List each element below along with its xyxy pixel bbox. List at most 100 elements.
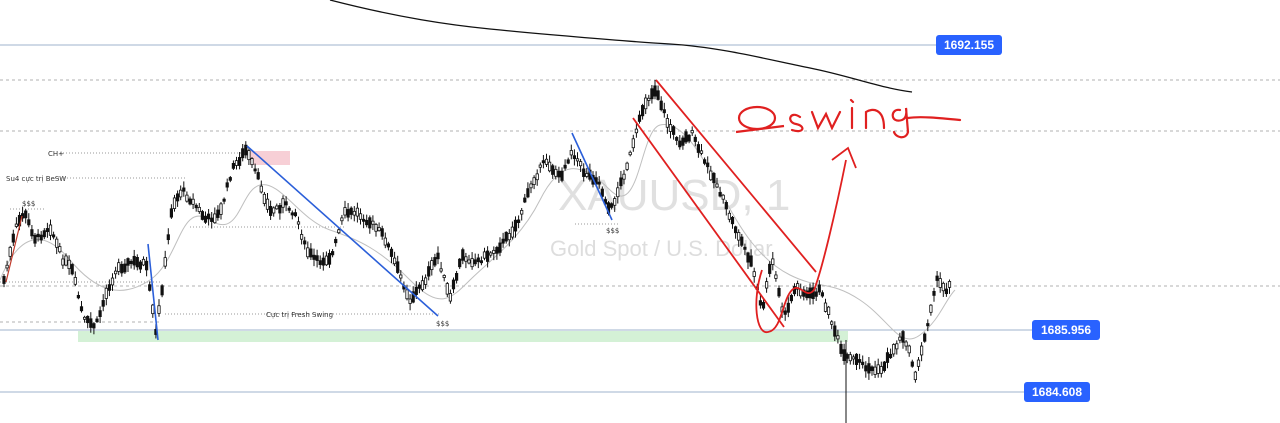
label-fresh-swing: Cực trị Fresh Swing xyxy=(266,311,333,319)
candle-body xyxy=(926,323,930,327)
demand-zone[interactable] xyxy=(78,331,848,342)
supply-zone[interactable] xyxy=(250,151,290,165)
candle-body xyxy=(306,247,310,258)
candle-body xyxy=(380,228,384,237)
candle-body xyxy=(944,288,949,295)
candle-body xyxy=(151,304,155,315)
candle-body xyxy=(523,197,527,203)
candle-body xyxy=(817,284,821,293)
candle-body xyxy=(408,298,412,304)
candle-body xyxy=(396,261,400,273)
candle-body xyxy=(73,277,77,285)
candle-body xyxy=(830,321,834,325)
candle-body xyxy=(467,259,471,264)
candle-body xyxy=(535,173,539,181)
candle-body xyxy=(228,177,232,181)
candle-body xyxy=(290,212,294,216)
candle-body xyxy=(796,283,800,290)
candle-body xyxy=(89,318,93,328)
candle-body xyxy=(833,325,837,337)
candle-body xyxy=(8,246,12,257)
candle-body xyxy=(45,228,50,233)
candle-body xyxy=(436,252,440,260)
candle-body xyxy=(752,271,756,277)
candle-body xyxy=(923,333,927,342)
candle-body xyxy=(479,260,484,264)
price-tag-high[interactable]: 1692.155 xyxy=(936,35,1002,55)
blue-trend-3[interactable] xyxy=(571,132,613,221)
candle-body xyxy=(114,270,118,275)
candle-body xyxy=(160,285,164,296)
candle-body xyxy=(920,345,924,356)
watermark-description: Gold Spot / U.S. Dollar xyxy=(550,236,773,261)
candle-body xyxy=(644,97,648,110)
candle-body xyxy=(200,211,204,220)
candle-body xyxy=(566,159,570,164)
candle-body xyxy=(386,243,391,248)
candle-body xyxy=(20,213,25,219)
candle-body xyxy=(166,234,170,241)
candle-body xyxy=(247,150,251,161)
candle-body xyxy=(132,255,136,266)
candle-body xyxy=(268,205,273,216)
candle-body xyxy=(163,257,167,267)
label-sss-1: $$$ xyxy=(22,200,35,208)
candle-body xyxy=(197,206,201,212)
candle-body xyxy=(628,151,632,156)
candle-body xyxy=(36,233,40,238)
candle-body xyxy=(709,170,713,181)
candle-body xyxy=(368,217,372,229)
candle-body xyxy=(842,349,846,362)
price-tag-low[interactable]: 1684.608 xyxy=(1024,382,1090,402)
candle-body xyxy=(24,210,28,219)
blue-trend-1[interactable] xyxy=(246,145,439,317)
candle-body xyxy=(879,366,883,374)
candle-body xyxy=(27,219,31,226)
candle-body xyxy=(743,246,747,250)
candle-body xyxy=(541,160,546,164)
candle-body xyxy=(194,204,198,209)
candle-body xyxy=(126,258,130,266)
candle-body xyxy=(839,343,843,354)
candle-body xyxy=(858,359,862,363)
candle-body xyxy=(318,260,322,265)
candle-body xyxy=(358,213,363,220)
candle-body xyxy=(399,274,403,279)
candle-body xyxy=(315,255,319,261)
candle-body xyxy=(278,205,282,214)
price-tag-mid[interactable]: 1685.956 xyxy=(1032,320,1100,340)
candle-body xyxy=(110,277,115,286)
candle-body xyxy=(600,188,604,197)
swing-underline xyxy=(735,124,785,134)
candle-body xyxy=(572,155,577,160)
candle-body xyxy=(138,261,142,270)
candle-body xyxy=(389,248,394,257)
candle-body xyxy=(851,356,856,360)
candle-body xyxy=(191,198,195,205)
red-trend-small[interactable] xyxy=(5,215,23,283)
candle-body xyxy=(312,254,316,260)
candle-body xyxy=(715,183,719,188)
candle-body xyxy=(761,302,766,309)
candle-body xyxy=(355,207,360,217)
candle-body xyxy=(579,161,583,167)
candle-body xyxy=(675,137,679,141)
candle-body xyxy=(473,259,477,265)
candle-body xyxy=(482,251,487,259)
candle-body xyxy=(303,240,307,245)
red-channel-lower[interactable] xyxy=(632,117,785,328)
candle-body xyxy=(544,158,549,165)
candle-body xyxy=(352,210,356,216)
swing-projection-path[interactable] xyxy=(755,159,847,333)
candle-body xyxy=(569,150,573,156)
candle-body xyxy=(411,291,415,303)
candle-body xyxy=(157,305,161,314)
red-channel-upper[interactable] xyxy=(655,79,817,273)
candle-body xyxy=(423,277,428,285)
candle-body xyxy=(206,213,211,220)
candle-body xyxy=(765,281,769,289)
blue-trend-2[interactable] xyxy=(147,243,159,341)
candle-body xyxy=(414,286,418,295)
candle-body xyxy=(182,187,186,192)
